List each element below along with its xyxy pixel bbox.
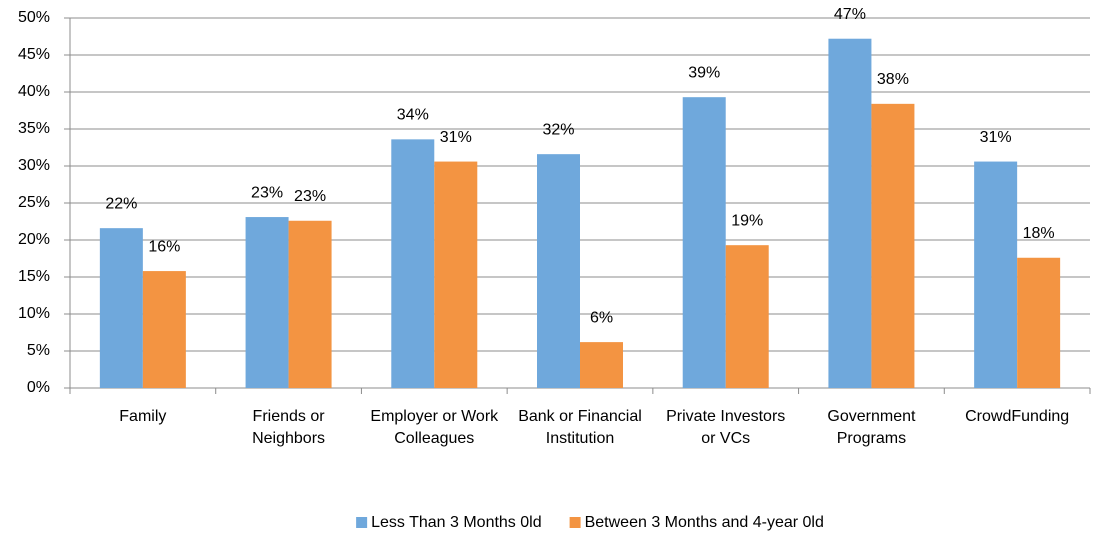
- x-tick-label: Employer or Work Colleagues: [370, 408, 499, 447]
- data-label: 32%: [542, 121, 574, 138]
- bar: [245, 217, 289, 388]
- x-tick-label: Family: [119, 408, 167, 425]
- y-tick-label: 5%: [27, 342, 50, 359]
- bar: [391, 139, 435, 388]
- bar: [580, 342, 623, 388]
- data-label: 23%: [294, 188, 326, 205]
- bar: [288, 220, 332, 388]
- legend-label: Less Than 3 Months 0ld: [371, 514, 541, 531]
- bar: [142, 271, 186, 388]
- x-tick-label: Private Investors or VCs: [666, 408, 786, 447]
- data-label: 16%: [148, 238, 180, 255]
- data-label: 47%: [834, 6, 866, 23]
- bar: [725, 245, 769, 388]
- bar: [974, 161, 1018, 388]
- y-tick-label: 25%: [18, 194, 50, 211]
- legend-label: Between 3 Months and 4-year 0ld: [585, 514, 824, 531]
- bar: [871, 103, 915, 388]
- data-label: 18%: [1023, 225, 1055, 242]
- legend-swatch: [569, 517, 581, 528]
- y-tick-label: 30%: [18, 157, 50, 174]
- data-label: 34%: [397, 107, 429, 124]
- y-tick-label: 45%: [18, 46, 50, 63]
- x-tick-label: Bank or Financial Institution: [518, 408, 642, 447]
- x-tick-label: Friends or Neighbors: [252, 408, 326, 447]
- y-tick-label: 35%: [18, 120, 50, 137]
- data-label: 38%: [877, 71, 909, 88]
- x-tick-label: Government Programs: [827, 408, 916, 447]
- bar: [537, 154, 580, 388]
- x-tick-label: CrowdFunding: [965, 408, 1070, 425]
- data-label: 22%: [105, 195, 137, 212]
- y-tick-label: 20%: [18, 231, 50, 248]
- data-label: 6%: [590, 309, 613, 326]
- bar: [828, 38, 872, 388]
- data-label: 19%: [731, 212, 763, 229]
- bar: [1017, 257, 1061, 388]
- legend-swatch: [356, 517, 368, 528]
- bar: [682, 97, 726, 389]
- y-tick-label: 40%: [18, 83, 50, 100]
- bar: [434, 161, 478, 388]
- y-tick-label: 15%: [18, 268, 50, 285]
- y-tick-label: 50%: [18, 9, 50, 26]
- y-tick-label: 10%: [18, 305, 50, 322]
- data-label: 23%: [251, 184, 283, 201]
- data-label: 31%: [440, 129, 472, 146]
- y-tick-label: 0%: [27, 379, 50, 396]
- data-label: 31%: [980, 129, 1012, 146]
- data-label: 39%: [688, 64, 720, 81]
- bar: [99, 228, 143, 388]
